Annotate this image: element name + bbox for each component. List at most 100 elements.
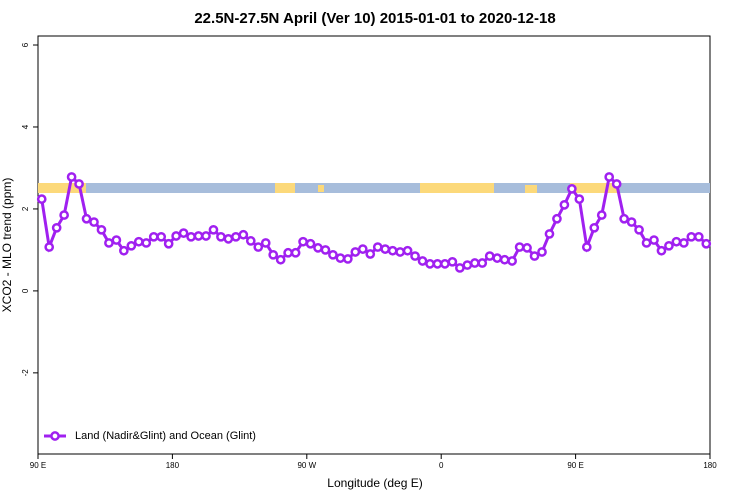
data-point bbox=[51, 222, 62, 233]
legend-label: Land (Nadir&Glint) and Ocean (Glint) bbox=[75, 430, 256, 442]
data-point bbox=[372, 242, 383, 252]
data-point bbox=[328, 249, 338, 260]
x-tick-label: 90 E bbox=[30, 461, 46, 470]
data-point bbox=[163, 238, 174, 249]
chart-title: 22.5N-27.5N April (Ver 10) 2015-01-01 to… bbox=[194, 10, 555, 27]
data-point bbox=[679, 238, 689, 248]
data-point bbox=[626, 217, 637, 227]
data-point bbox=[440, 259, 450, 269]
data-point bbox=[641, 238, 652, 248]
data-point bbox=[133, 236, 144, 247]
data-point bbox=[514, 242, 525, 252]
y-tick-label: 0 bbox=[21, 288, 30, 293]
data-point bbox=[283, 247, 293, 258]
data-point bbox=[537, 247, 547, 257]
data-point bbox=[290, 247, 301, 258]
data-point bbox=[671, 236, 682, 247]
data-point bbox=[126, 240, 137, 251]
data-point bbox=[484, 251, 495, 261]
data-point bbox=[298, 236, 308, 247]
x-tick-label: 90 E bbox=[567, 461, 583, 470]
data-point bbox=[365, 249, 376, 259]
data-point bbox=[499, 254, 510, 265]
data-point bbox=[425, 259, 435, 269]
data-point bbox=[507, 256, 517, 266]
data-point bbox=[268, 249, 279, 260]
data-point bbox=[320, 245, 331, 255]
data-point bbox=[477, 258, 488, 268]
data-point bbox=[649, 235, 659, 245]
data-point bbox=[148, 231, 159, 242]
data-point bbox=[193, 231, 204, 241]
data-point bbox=[36, 194, 47, 204]
y-tick-label: 6 bbox=[21, 42, 30, 47]
data-point bbox=[343, 254, 353, 264]
data-point bbox=[208, 224, 219, 235]
data-point bbox=[216, 231, 226, 242]
data-point bbox=[522, 243, 532, 253]
data-point bbox=[305, 238, 316, 249]
data-point bbox=[604, 172, 615, 182]
data-point bbox=[141, 238, 152, 248]
x-tick-label: 90 W bbox=[297, 461, 316, 470]
data-point bbox=[634, 224, 644, 235]
data-point bbox=[611, 179, 622, 189]
data-point bbox=[596, 210, 607, 220]
x-tick-label: 180 bbox=[703, 461, 717, 470]
data-point bbox=[59, 210, 69, 220]
data-point bbox=[492, 253, 503, 263]
data-point bbox=[664, 240, 674, 251]
data-point bbox=[231, 231, 241, 242]
data-point bbox=[245, 236, 256, 246]
data-point bbox=[619, 213, 629, 224]
data-point bbox=[178, 228, 189, 238]
data-point bbox=[455, 263, 465, 273]
data-point bbox=[417, 256, 428, 266]
x-axis-title: Longitude (deg E) bbox=[327, 476, 422, 490]
y-tick-label: -2 bbox=[21, 369, 30, 377]
data-point bbox=[410, 251, 420, 261]
data-point bbox=[387, 245, 398, 256]
data-point bbox=[469, 258, 480, 268]
data-point bbox=[567, 184, 577, 194]
data-point bbox=[260, 238, 271, 248]
data-point bbox=[544, 229, 555, 239]
data-point bbox=[656, 245, 667, 256]
data-point bbox=[119, 245, 129, 256]
data-point bbox=[81, 213, 92, 224]
data-point bbox=[223, 234, 234, 244]
data-point bbox=[238, 229, 249, 240]
data-point bbox=[275, 254, 286, 265]
y-tick-label: 2 bbox=[21, 206, 30, 211]
data-point bbox=[104, 238, 114, 248]
data-point bbox=[529, 251, 540, 261]
data-point bbox=[693, 231, 704, 242]
data-point bbox=[156, 231, 167, 242]
data-point bbox=[335, 253, 346, 263]
y-tick-label: 4 bbox=[21, 124, 30, 129]
data-point bbox=[447, 256, 458, 267]
data-point bbox=[350, 247, 361, 257]
data-point bbox=[559, 199, 570, 210]
y-axis-title: XCO2 - MLO trend (ppm) bbox=[0, 178, 14, 313]
data-point bbox=[96, 224, 107, 235]
data-point bbox=[186, 231, 196, 242]
data-point bbox=[395, 247, 405, 257]
data-point bbox=[89, 217, 99, 227]
data-point bbox=[432, 259, 443, 269]
x-tick-label: 0 bbox=[439, 461, 444, 470]
data-point bbox=[357, 244, 368, 254]
data-point bbox=[201, 231, 211, 241]
data-point bbox=[313, 243, 323, 253]
data-point bbox=[701, 238, 712, 249]
x-tick-label: 180 bbox=[166, 461, 180, 470]
data-point bbox=[74, 179, 84, 189]
data-point bbox=[402, 245, 413, 256]
data-point bbox=[253, 242, 264, 252]
data-point bbox=[686, 231, 697, 242]
legend-marker bbox=[50, 431, 60, 441]
data-point bbox=[462, 260, 473, 270]
data-point bbox=[589, 222, 600, 233]
data-point bbox=[44, 242, 55, 252]
